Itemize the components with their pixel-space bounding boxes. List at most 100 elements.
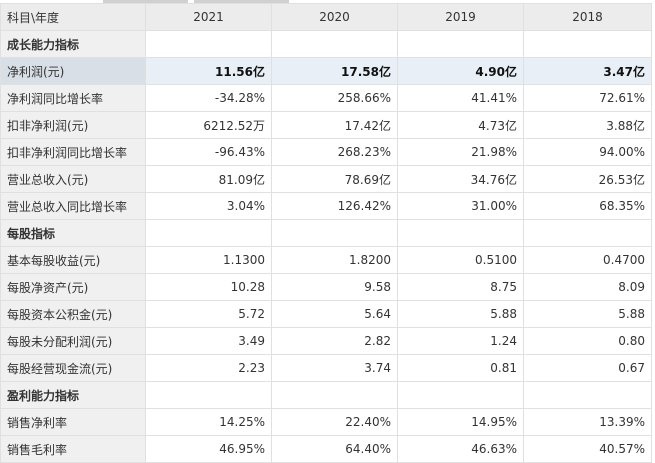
table-row: 扣非净利润同比增长率 -96.43% 268.23% 21.98% 94.00% — [0, 138, 652, 166]
table-row: 销售净利率 14.25% 22.40% 14.95% 13.39% — [0, 408, 652, 436]
cell-value: 14.25% — [145, 408, 272, 436]
cell-value: 258.66% — [271, 84, 398, 112]
cell-value: 13.39% — [523, 408, 652, 436]
cell-value: 3.47亿 — [523, 57, 652, 85]
cell-value: 3.04% — [145, 192, 272, 220]
row-label: 成长能力指标 — [0, 30, 146, 58]
cell-value: 8.75 — [397, 273, 524, 301]
table-row: 扣非净利润(元) 6212.52万 17.42亿 4.73亿 3.88亿 — [0, 111, 652, 139]
cell-value: 22.40% — [271, 408, 398, 436]
row-label: 基本每股收益(元) — [0, 246, 146, 274]
cell-value: 1.24 — [397, 327, 524, 355]
row-label: 每股净资产(元) — [0, 273, 146, 301]
cell-value: 5.88 — [523, 300, 652, 328]
row-label: 净利润(元) — [0, 57, 146, 85]
table-row: 每股净资产(元) 10.28 9.58 8.75 8.09 — [0, 273, 652, 301]
cell-value: 3.74 — [271, 354, 398, 382]
table-header-row: 科目\年度 2021 2020 2019 2018 — [0, 3, 652, 31]
cell-value: 9.58 — [271, 273, 398, 301]
cell-value: 8.09 — [523, 273, 652, 301]
top-scroll-strip — [0, 0, 655, 3]
cell-value: 21.98% — [397, 138, 524, 166]
cell-value: 40.57% — [523, 435, 652, 463]
cell-value: 3.88亿 — [523, 111, 652, 139]
cell-value: 10.28 — [145, 273, 272, 301]
cell-value: 4.73亿 — [397, 111, 524, 139]
cell-value: 3.49 — [145, 327, 272, 355]
financial-indicators-table: 科目\年度 2021 2020 2019 2018 成长能力指标 净利润(元) 11… — [0, 3, 652, 463]
cell-value: 26.53亿 — [523, 165, 652, 193]
cell-value: 2.82 — [271, 327, 398, 355]
empty-cell — [145, 30, 272, 58]
year-header[interactable]: 2020 — [271, 3, 398, 31]
row-label: 销售毛利率 — [0, 435, 146, 463]
year-header[interactable]: 2021 — [145, 3, 272, 31]
cell-value: 11.56亿 — [145, 57, 272, 85]
cell-value: 17.42亿 — [271, 111, 398, 139]
cell-value: 94.00% — [523, 138, 652, 166]
cell-value: 34.76亿 — [397, 165, 524, 193]
row-label: 营业总收入(元) — [0, 165, 146, 193]
cell-value: 0.67 — [523, 354, 652, 382]
cell-value: 17.58亿 — [271, 57, 398, 85]
cell-value: 126.42% — [271, 192, 398, 220]
row-label: 每股未分配利润(元) — [0, 327, 146, 355]
cell-value: 5.64 — [271, 300, 398, 328]
table-row: 净利润(元) 11.56亿 17.58亿 4.90亿 3.47亿 — [0, 57, 652, 85]
cell-value: 46.63% — [397, 435, 524, 463]
row-label: 扣非净利润(元) — [0, 111, 146, 139]
cell-value: 1.8200 — [271, 246, 398, 274]
cell-value: -34.28% — [145, 84, 272, 112]
cell-value: 2.23 — [145, 354, 272, 382]
section-header-row: 盈利能力指标 — [0, 381, 652, 409]
empty-cell — [397, 219, 524, 247]
cell-value: 0.4700 — [523, 246, 652, 274]
cell-value: 81.09亿 — [145, 165, 272, 193]
section-header-row: 每股指标 — [0, 219, 652, 247]
row-label: 净利润同比增长率 — [0, 84, 146, 112]
empty-cell — [271, 381, 398, 409]
table-row: 营业总收入同比增长率 3.04% 126.42% 31.00% 68.35% — [0, 192, 652, 220]
table-row: 每股经营现金流(元) 2.23 3.74 0.81 0.67 — [0, 354, 652, 382]
cell-value: 0.5100 — [397, 246, 524, 274]
cell-value: 72.61% — [523, 84, 652, 112]
cell-value: 0.81 — [397, 354, 524, 382]
row-label: 每股经营现金流(元) — [0, 354, 146, 382]
table-row: 每股资本公积金(元) 5.72 5.64 5.88 5.88 — [0, 300, 652, 328]
empty-cell — [523, 30, 652, 58]
cell-value: 64.40% — [271, 435, 398, 463]
empty-cell — [397, 30, 524, 58]
cell-value: 5.72 — [145, 300, 272, 328]
cell-value: -96.43% — [145, 138, 272, 166]
table-row: 每股未分配利润(元) 3.49 2.82 1.24 0.80 — [0, 327, 652, 355]
header-label: 科目\年度 — [0, 3, 146, 31]
cell-value: 78.69亿 — [271, 165, 398, 193]
table-row: 基本每股收益(元) 1.1300 1.8200 0.5100 0.4700 — [0, 246, 652, 274]
empty-cell — [145, 219, 272, 247]
cell-value: 1.1300 — [145, 246, 272, 274]
cell-value: 268.23% — [271, 138, 398, 166]
empty-cell — [397, 381, 524, 409]
cell-value: 68.35% — [523, 192, 652, 220]
empty-cell — [145, 381, 272, 409]
row-label: 每股资本公积金(元) — [0, 300, 146, 328]
row-label: 每股指标 — [0, 219, 146, 247]
year-header[interactable]: 2018 — [523, 3, 652, 31]
empty-cell — [271, 30, 398, 58]
empty-cell — [271, 219, 398, 247]
row-label: 盈利能力指标 — [0, 381, 146, 409]
empty-cell — [523, 381, 652, 409]
cell-value: 0.80 — [523, 327, 652, 355]
table-row: 销售毛利率 46.95% 64.40% 46.63% 40.57% — [0, 435, 652, 463]
cell-value: 14.95% — [397, 408, 524, 436]
cell-value: 6212.52万 — [145, 111, 272, 139]
row-label: 销售净利率 — [0, 408, 146, 436]
cell-value: 41.41% — [397, 84, 524, 112]
table-row: 净利润同比增长率 -34.28% 258.66% 41.41% 72.61% — [0, 84, 652, 112]
cell-value: 46.95% — [145, 435, 272, 463]
section-header-row: 成长能力指标 — [0, 30, 652, 58]
cell-value: 31.00% — [397, 192, 524, 220]
row-label: 扣非净利润同比增长率 — [0, 138, 146, 166]
empty-cell — [523, 219, 652, 247]
year-header[interactable]: 2019 — [397, 3, 524, 31]
